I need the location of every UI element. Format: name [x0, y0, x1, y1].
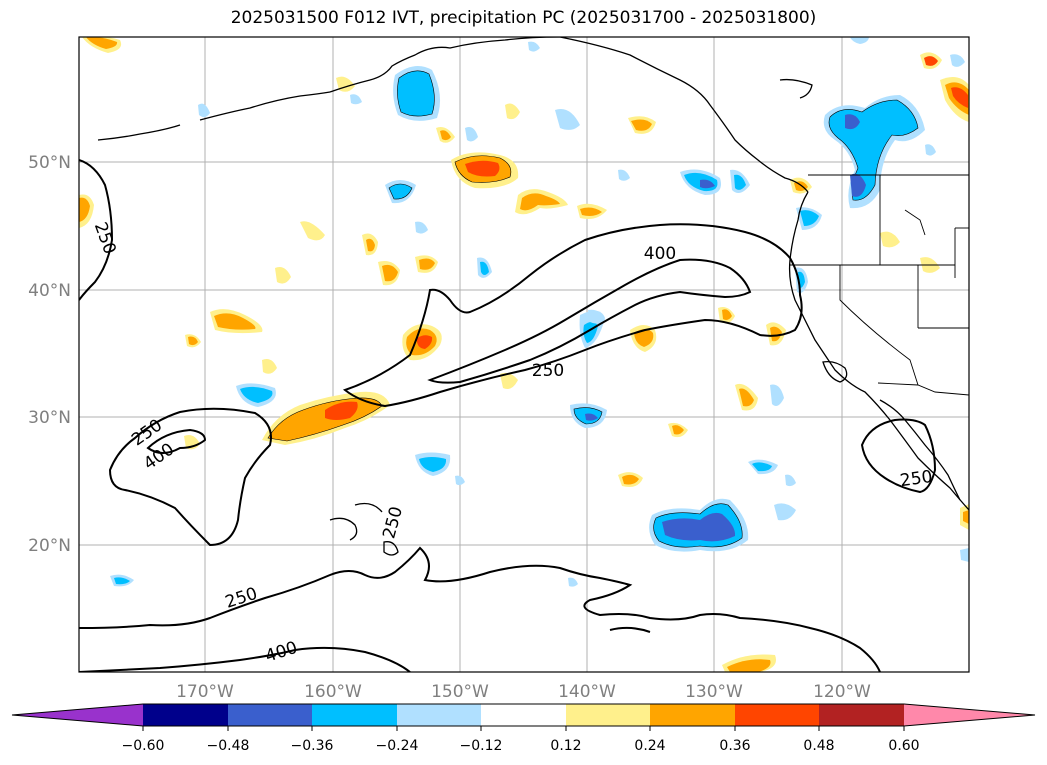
contour-400-south [79, 646, 411, 672]
lon-label-170w: 170°W [176, 682, 234, 702]
latitude-labels: 50°N 40°N 30°N 20°N [28, 153, 71, 556]
contour-label-ar-400: 400 [644, 244, 676, 264]
aleutian-coast [199, 91, 331, 121]
hawaii-big-island [383, 541, 399, 556]
lat-label-50n: 50°N [28, 153, 71, 173]
lat-label-20n: 20°N [28, 536, 71, 556]
colorbar-tick-label: −0.60 [122, 738, 165, 754]
map-frame [78, 36, 970, 673]
colorbar-segment [312, 704, 397, 726]
contour-250-ar [342, 223, 803, 408]
lon-label-160w: 160°W [304, 682, 362, 702]
aleutian-islands [97, 124, 181, 141]
map-title: 2025031500 F012 IVT, precipitation PC (2… [230, 8, 817, 28]
colorbar: −0.60 −0.48 −0.36 −0.24 −0.12 0.12 0.24 … [11, 703, 1036, 754]
colorbar-tick-label: −0.12 [460, 738, 503, 754]
contour-label-ar-250: 250 [532, 361, 564, 381]
contour-label-mexico-250: 250 [899, 467, 934, 491]
negative-anomalies [110, 37, 969, 587]
baja-coast [879, 399, 961, 501]
positive-anomalies [79, 37, 969, 672]
colorbar-segment [650, 704, 735, 726]
longitude-labels: 170°W 160°W 150°W 140°W 130°W 120°W [176, 682, 871, 702]
hawaii-islands-b [354, 502, 383, 513]
colorbar-segment [819, 704, 904, 726]
lon-label-120w: 120°W [813, 682, 871, 702]
lon-label-140w: 140°W [558, 682, 616, 702]
lon-label-150w: 150°W [431, 682, 489, 702]
lat-label-30n: 30°N [28, 408, 71, 428]
contour-400-ar [427, 258, 752, 384]
colorbar-segment [397, 704, 481, 726]
colorbar-tick-label: 0.12 [550, 738, 581, 754]
colorbar-tick-label: 0.48 [803, 738, 834, 754]
colorbar-tick-label: 0.60 [888, 738, 919, 754]
lat-label-40n: 40°N [28, 281, 71, 301]
colorbar-segment [228, 704, 312, 726]
lon-label-130w: 130°W [685, 682, 743, 702]
us-mexico-coast [788, 191, 969, 511]
colorbar-segment [735, 704, 819, 726]
colorbar-tick-label: −0.36 [291, 738, 334, 754]
contour-250-west [79, 159, 114, 301]
alaska-panhandle-islands [779, 78, 813, 99]
colorbar-tick-label: 0.24 [634, 738, 665, 754]
colorbar-extend-left [12, 704, 143, 726]
contour-250-mexico [860, 418, 937, 494]
colorbar-tick-label: −0.24 [376, 738, 419, 754]
contour-400-southwest [146, 428, 207, 454]
channel-islands [822, 360, 848, 383]
contour-250-south [79, 546, 881, 672]
coastlines [97, 37, 969, 556]
colorbar-segment [143, 704, 228, 726]
contour-label-group: 400 250 250 250 400 250 250 400 250 [90, 220, 934, 667]
bc-coast [559, 37, 809, 193]
state-borders [790, 174, 969, 396]
colorbar-tick-label: 0.36 [719, 738, 750, 754]
colorbar-segment [566, 704, 650, 726]
colorbar-tick-label: −0.48 [207, 738, 250, 754]
contour-250-southwest [108, 407, 272, 547]
contour-small [609, 626, 651, 633]
colorbar-segment [481, 704, 566, 726]
alaska-coast [329, 37, 561, 93]
hawaii-islands [329, 517, 358, 541]
colorbar-tick-marks [142, 726, 905, 731]
ivt-contours [79, 159, 937, 672]
colorbar-extend-right [904, 704, 1035, 726]
